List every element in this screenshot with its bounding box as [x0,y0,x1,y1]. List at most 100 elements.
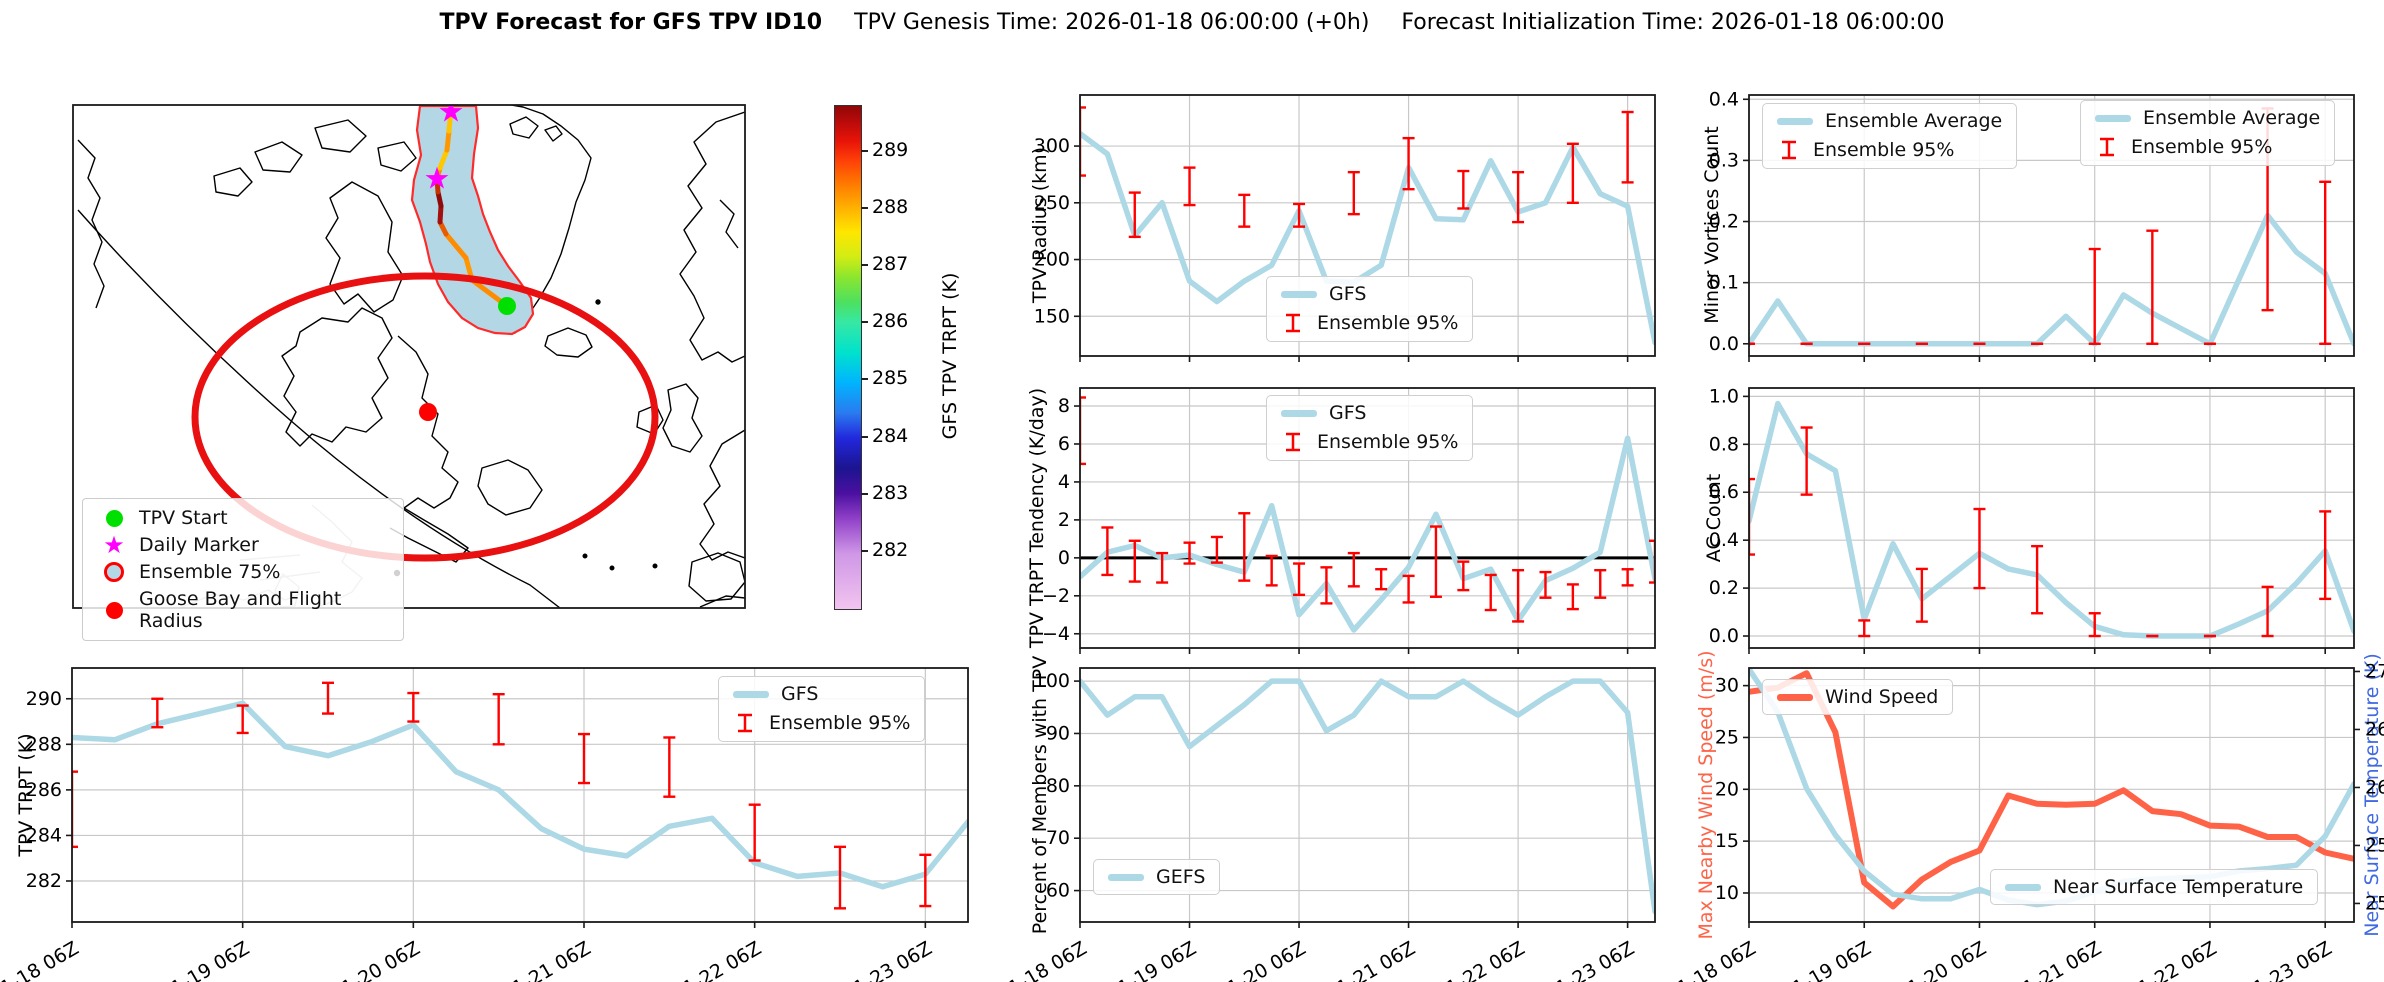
series-ensemble-average [1749,212,2354,347]
legend-label: Ensemble Average [1825,110,2003,132]
legend-tpv-radius: GFS Ensemble 95% [1266,276,1474,342]
errorbars [72,681,932,910]
y-tick-label: 284 [26,824,62,846]
panel-percent-members: 01-18 06Z 01-19 06Z 01-20 06Z 01-21 06Z 01-2… [994,667,1656,982]
y-tick-label: 20 [1715,778,1739,800]
legend-label: GEFS [1156,866,1206,888]
y-tick-label: −2 [1042,585,1070,607]
colorbar-tick-label: 284 [872,424,909,447]
legend-label: Ensemble Average [2143,107,2321,129]
title-genesis: TPV Genesis Time: 2026-01-18 06:00:00 (+… [854,10,1370,35]
series-gfs [1080,130,1655,346]
panel-trpt-tendency: −4 −2 0 2 4 6 8 [1042,387,1656,654]
map-legend: TPV Start ★ Daily Marker Ensemble 75% Goo… [82,498,404,641]
line-swatch-icon [2095,114,2131,122]
panel-frame [1079,94,1656,357]
errorbars [1080,106,1634,239]
legend-label: Near Surface Temperature [2053,876,2304,898]
y-tick-label: 60 [1046,880,1070,902]
legend-label: Ensemble 95% [769,712,911,734]
legend-item: Near Surface Temperature [2005,876,2303,898]
panel-frame [1079,667,1656,923]
legend-label: GFS [1329,283,1367,305]
colorbar-tick [861,378,868,381]
y-tick-label: −4 [1042,623,1070,645]
y-tick-label: 2 [1058,509,1070,531]
y-tick-label: 90 [1046,722,1070,744]
x-tick-label: 01-18 06Z [1663,937,1759,982]
x-tick-label: 01-23 06Z [840,937,936,982]
y-tick-label: 100 [1034,670,1070,692]
y-tick-label: 6 [1058,433,1070,455]
x-tick-label: 01-20 06Z [1894,937,1990,982]
flight-radius-circle [191,272,659,562]
tpv-start-icon [105,509,123,527]
colorbar-tick-label: 285 [872,367,909,390]
errorbars [1749,107,2332,345]
ensemble-75-icon [104,562,124,582]
y-tick-label: 8 [1058,395,1070,417]
legend-item: GFS [1281,402,1458,424]
errorbar-swatch-icon [1281,430,1305,454]
daily-marker-star-icon: ★ [438,95,465,130]
map-legend-item: ★ Daily Marker [93,530,393,559]
daily-marker-star-icon: ★ [424,162,451,197]
y-tick-label: 70 [1046,827,1070,849]
errorbar-swatch-icon [2095,135,2119,159]
legend-item: GEFS [1108,866,1205,888]
y-tick-label: 0.1 [1709,272,1739,294]
series-wind-speed [1749,670,2354,910]
y-tick-label: 0.0 [1709,333,1739,355]
legend-ac-count: Ensemble Average Ensemble 95% [2080,100,2336,166]
y-tick-label: 0 [1058,547,1070,569]
y-tick-label: 80 [1046,775,1070,797]
x-tick-label: 01-22 06Z [669,937,765,982]
title-main: TPV Forecast for GFS TPV ID10 [439,10,823,35]
errorbars [1080,396,1655,623]
x-tick-label: 01-19 06Z [157,937,253,982]
colorbar-tick [861,492,868,495]
colorbar-tick-label: 282 [872,538,909,561]
x-tick-label: 01-21 06Z [498,937,594,982]
y-tick-label-right: 270 [2365,660,2384,682]
series-gefs [1080,678,1655,915]
y-tick-label: 4 [1058,471,1070,493]
legend-label: Ensemble 95% [2131,136,2273,158]
colorbar-tick-label: 288 [872,195,909,218]
legend-item: GFS [733,683,910,705]
y-tick-label: 10 [1715,882,1739,904]
legend-wind-temp-0: Wind Speed [1762,679,1954,715]
daily-marker-icon: ★ [103,530,125,559]
panel-ac-count: 0.0 0.2 0.4 0.6 0.8 1.0 [1709,385,2355,654]
errorbar-swatch-icon [1281,311,1305,335]
line-swatch-icon [1281,409,1317,417]
legend-label: Ensemble 95% [1317,312,1459,334]
y-tick-label: 0.2 [1709,577,1739,599]
y-tick-label: 0.4 [1709,529,1739,551]
legend-item: Ensemble 95% [1281,430,1458,454]
errorbar-swatch-icon [1777,138,1801,162]
legend-label: Wind Speed [1825,686,1939,708]
y-tick-label-right: 260 [2365,776,2384,798]
legend-item: Ensemble 95% [1777,138,2002,162]
legend-item: Ensemble 95% [1281,311,1458,335]
y-tick-label: 282 [26,870,62,892]
panel-frame [1748,387,2355,649]
legend-item: GFS [1281,283,1458,305]
colorbar-tick [861,321,868,324]
y-tick-label: 0.0 [1709,625,1739,647]
y-tick-label: 1.0 [1709,385,1739,407]
y-tick-label: 290 [26,688,62,710]
map-legend-label: TPV Start [139,507,228,529]
x-tick-label: 01-20 06Z [328,937,424,982]
colorbar-tick-label: 283 [872,481,909,504]
colorbar-tick-label: 287 [872,253,909,276]
y-tick-label: 286 [26,779,62,801]
line-swatch-icon [1281,290,1317,298]
colorbar-tick-label: 289 [872,138,909,161]
x-tick-label: 01-18 06Z [0,937,83,982]
map-legend-label: Daily Marker [139,534,259,556]
legend-label: Ensemble 95% [1813,139,1955,161]
colorbar-tick [861,149,868,152]
